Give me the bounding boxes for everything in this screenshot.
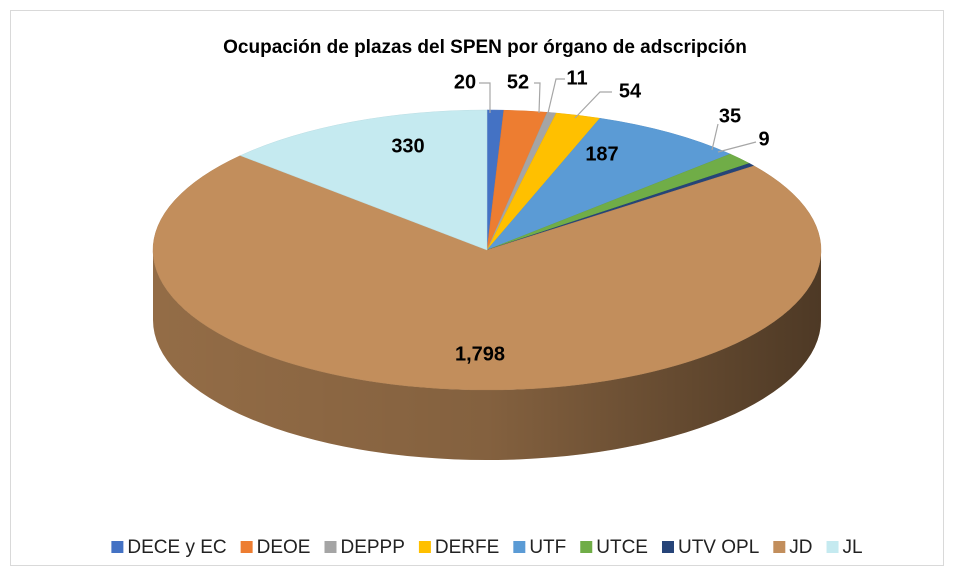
data-label: 52 — [507, 71, 529, 93]
pie-side-shade — [153, 250, 821, 460]
legend-swatch — [111, 541, 124, 553]
leader-lines — [479, 78, 757, 153]
pie-tops — [152, 109, 822, 391]
data-label: 330 — [391, 135, 424, 157]
legend-swatch — [773, 541, 786, 553]
legend-label: UTF — [529, 537, 566, 558]
legend-swatch — [826, 541, 839, 553]
data-label: 11 — [566, 67, 587, 89]
legend-swatch — [418, 541, 431, 553]
legend-label: DEOE — [257, 537, 311, 558]
pie-sides — [153, 250, 821, 460]
legend-label: DEPPP — [340, 537, 404, 558]
legend-swatch — [513, 541, 526, 553]
data-label: 187 — [585, 143, 618, 165]
legend-swatch — [661, 541, 674, 553]
legend-label: JL — [843, 537, 863, 558]
legend-swatch — [240, 541, 253, 553]
data-label: 54 — [619, 80, 642, 102]
legend-swatch — [580, 541, 593, 553]
legend-label: DERFE — [435, 537, 499, 558]
data-label: 9 — [758, 128, 769, 150]
legend-label: JD — [789, 537, 812, 558]
legend-swatch — [324, 541, 337, 553]
data-label: 1,798 — [455, 343, 505, 365]
legend-label: UTCE — [596, 537, 648, 558]
legend-label: UTV OPL — [678, 537, 759, 558]
pie-slice — [239, 109, 488, 251]
pie-slice — [486, 117, 731, 251]
legend-label: DECE y EC — [127, 537, 226, 558]
data-label: 20 — [454, 71, 476, 93]
chart-title: Ocupación de plazas del SPEN por órgano … — [223, 37, 747, 58]
pie-slice — [152, 155, 822, 391]
data-label: 35 — [719, 105, 741, 127]
